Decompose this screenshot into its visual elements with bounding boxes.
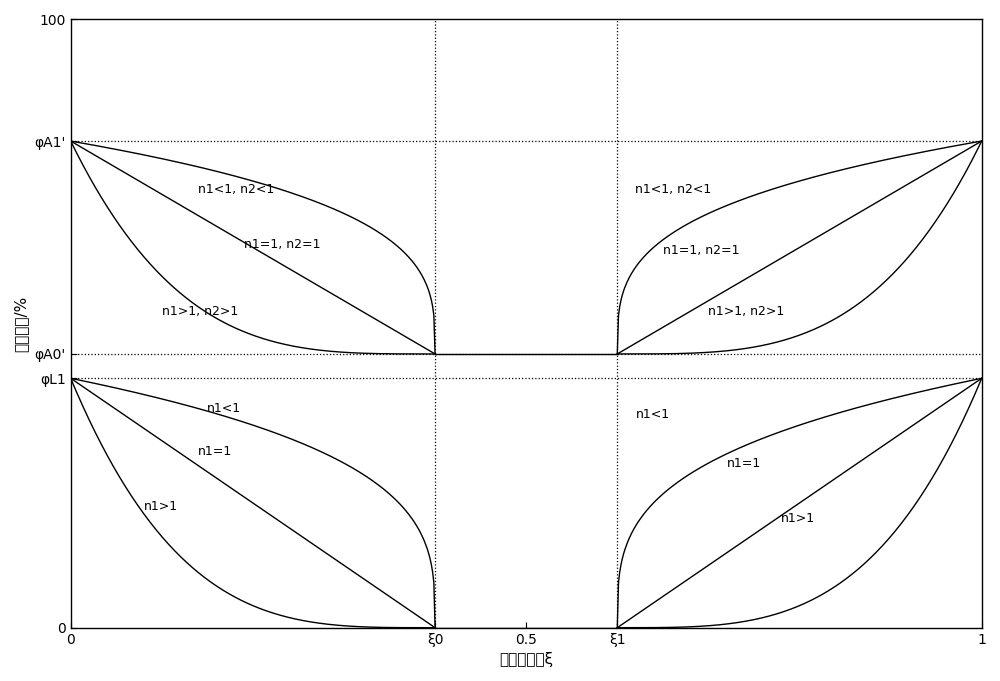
- Text: n1>1: n1>1: [781, 511, 815, 524]
- Text: n1>1: n1>1: [144, 500, 178, 513]
- Text: n1<1: n1<1: [635, 409, 670, 422]
- Text: n1>1, n2>1: n1>1, n2>1: [162, 305, 238, 318]
- Text: n1=1: n1=1: [198, 445, 232, 458]
- Text: n1<1, n2<1: n1<1, n2<1: [635, 183, 712, 196]
- Text: n1=1, n2=1: n1=1, n2=1: [663, 244, 739, 257]
- Text: n1<1, n2<1: n1<1, n2<1: [198, 183, 274, 196]
- Y-axis label: 体积含量/%: 体积含量/%: [14, 296, 29, 351]
- Text: n1>1, n2>1: n1>1, n2>1: [708, 305, 785, 318]
- Text: n1=1: n1=1: [727, 457, 761, 470]
- X-axis label: 量纲一坐标ξ: 量纲一坐标ξ: [499, 652, 553, 667]
- Text: n1<1: n1<1: [207, 402, 241, 415]
- Text: n1=1, n2=1: n1=1, n2=1: [244, 238, 320, 251]
